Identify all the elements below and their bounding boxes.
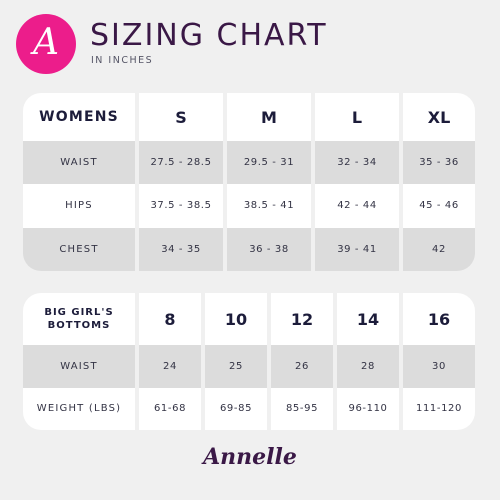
- table-cell: 39 - 41: [315, 227, 399, 271]
- kids-label-line1: BIG GIRL'S: [44, 306, 114, 318]
- row-label: WAIST: [60, 360, 98, 372]
- cell-value: 30: [432, 360, 446, 372]
- row-label: HIPS: [65, 200, 93, 212]
- cell-value: 39 - 41: [337, 243, 377, 255]
- womens-size-xl: XL: [403, 93, 475, 141]
- table-cell: 28: [337, 345, 399, 388]
- table-cell: 38.5 - 41: [227, 184, 311, 228]
- page-title: SIZING CHART: [90, 18, 328, 53]
- cell-value: 37.5 - 38.5: [150, 200, 212, 212]
- cell-value: 32 - 34: [337, 157, 377, 169]
- cell-value: 42 - 44: [337, 200, 377, 212]
- kids-size-12: 12: [271, 293, 333, 345]
- kids-header-label: BIG GIRL'S BOTTOMS: [23, 293, 135, 345]
- cell-value: 111-120: [416, 403, 462, 415]
- kids-row-label-weight: WEIGHT (LBS): [23, 387, 135, 430]
- table-cell: 111-120: [403, 387, 475, 430]
- logo-letter: A: [33, 22, 59, 63]
- cell-value: 34 - 35: [161, 243, 201, 255]
- size-label: 8: [164, 309, 176, 329]
- kids-label-line2: BOTTOMS: [47, 320, 111, 331]
- womens-label-text: WOMENS: [39, 109, 119, 125]
- womens-size-table: WOMENS S M L XL WAIST 27.5 - 28.5 29.5 -…: [23, 93, 475, 271]
- size-label: 10: [224, 309, 248, 329]
- size-label: L: [351, 107, 363, 127]
- size-label: 16: [427, 309, 451, 329]
- cell-value: 25: [229, 360, 243, 372]
- row-label: WEIGHT (LBS): [36, 403, 122, 415]
- womens-size-l: L: [315, 93, 399, 141]
- size-label: XL: [427, 107, 451, 127]
- cell-value: 26: [295, 360, 309, 372]
- table-cell: 96-110: [337, 387, 399, 430]
- cell-value: 27.5 - 28.5: [150, 157, 212, 169]
- table-cell: 61-68: [139, 387, 201, 430]
- table-cell: 30: [403, 345, 475, 388]
- kids-label-text: BIG GIRL'S BOTTOMS: [44, 306, 113, 333]
- table-cell: 35 - 36: [403, 141, 475, 185]
- womens-row-label-waist: WAIST: [23, 141, 135, 185]
- table-cell: 25: [205, 345, 267, 388]
- table-cell: 29.5 - 31: [227, 141, 311, 185]
- womens-header-label: WOMENS: [23, 93, 135, 141]
- cell-value: 35 - 36: [419, 157, 459, 169]
- table-cell: 42: [403, 227, 475, 271]
- kids-size-14: 14: [337, 293, 399, 345]
- table-cell: 36 - 38: [227, 227, 311, 271]
- womens-size-m: M: [227, 93, 311, 141]
- cell-value: 45 - 46: [419, 200, 459, 212]
- table-cell: 27.5 - 28.5: [139, 141, 223, 185]
- size-label: M: [261, 107, 277, 127]
- kids-size-8: 8: [139, 293, 201, 345]
- womens-row-label-hips: HIPS: [23, 184, 135, 228]
- table-cell: 34 - 35: [139, 227, 223, 271]
- womens-size-s: S: [139, 93, 223, 141]
- size-label: S: [175, 107, 187, 127]
- cell-value: 36 - 38: [249, 243, 289, 255]
- table-cell: 32 - 34: [315, 141, 399, 185]
- cell-value: 29.5 - 31: [243, 157, 295, 169]
- kids-size-10: 10: [205, 293, 267, 345]
- womens-row-label-chest: CHEST: [23, 227, 135, 271]
- table-cell: 85-95: [271, 387, 333, 430]
- cell-value: 28: [361, 360, 375, 372]
- cell-value: 69-85: [219, 403, 253, 415]
- cell-value: 85-95: [285, 403, 319, 415]
- size-label: 14: [356, 309, 380, 329]
- row-label: WAIST: [60, 157, 98, 169]
- cell-value: 42: [432, 243, 446, 255]
- kids-size-16: 16: [403, 293, 475, 345]
- cell-value: 96-110: [348, 403, 388, 415]
- table-cell: 37.5 - 38.5: [139, 184, 223, 228]
- cell-value: 61-68: [153, 403, 187, 415]
- cell-value: 24: [163, 360, 177, 372]
- cell-value: 38.5 - 41: [243, 200, 295, 212]
- size-label: 12: [290, 309, 314, 329]
- brand-logo: A: [16, 14, 76, 74]
- big-girls-bottoms-table: BIG GIRL'S BOTTOMS 8 10 12 14 16 WAIST 2…: [23, 293, 475, 430]
- table-cell: 26: [271, 345, 333, 388]
- kids-row-label-waist: WAIST: [23, 345, 135, 388]
- row-label: CHEST: [59, 243, 99, 255]
- brand-wordmark: Annelle: [203, 444, 297, 470]
- page-subtitle: IN INCHES: [91, 55, 154, 66]
- table-cell: 45 - 46: [403, 184, 475, 228]
- table-cell: 24: [139, 345, 201, 388]
- table-cell: 69-85: [205, 387, 267, 430]
- table-cell: 42 - 44: [315, 184, 399, 228]
